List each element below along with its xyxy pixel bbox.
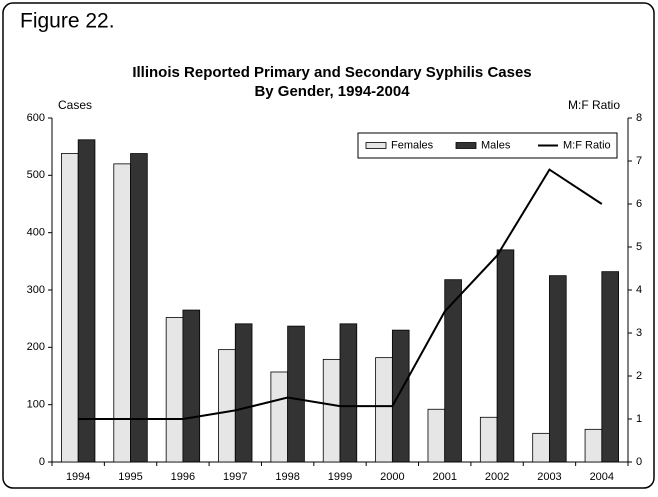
y2-tick-label: 5 xyxy=(636,241,642,253)
y-tick-label: 200 xyxy=(27,341,45,353)
y2-tick-label: 3 xyxy=(636,327,642,339)
bar xyxy=(444,279,462,463)
legend-swatch xyxy=(455,142,477,149)
x-tick-label: 2004 xyxy=(590,471,614,483)
legend-swatch xyxy=(365,142,387,149)
bar xyxy=(130,153,148,463)
x-tick-label: 2003 xyxy=(537,471,561,483)
bar xyxy=(479,416,498,463)
bar xyxy=(375,357,393,463)
x-tick-label: 1994 xyxy=(66,471,90,483)
y2-tick-label: 0 xyxy=(636,456,642,468)
bar xyxy=(61,153,79,463)
bar xyxy=(77,139,96,463)
bar xyxy=(584,428,603,463)
legend-label: M:F Ratio xyxy=(563,139,611,151)
x-tick-label: 2002 xyxy=(485,471,509,483)
x-tick-label: 2000 xyxy=(380,471,404,483)
y-tick-label: 300 xyxy=(27,284,45,296)
y2-tick-label: 6 xyxy=(636,198,642,210)
y-tick-label: 500 xyxy=(27,169,45,181)
y-tick-label: 0 xyxy=(39,456,45,468)
bar xyxy=(218,349,236,463)
bar xyxy=(601,271,619,463)
chart-title: Illinois Reported Primary and Secondary … xyxy=(132,64,531,81)
bar xyxy=(270,371,289,463)
legend-box xyxy=(357,132,618,159)
bar xyxy=(234,323,253,463)
y-axis-label: Cases xyxy=(58,98,92,112)
bar xyxy=(391,329,410,463)
ratio-line xyxy=(78,168,603,420)
legend-label: Females xyxy=(391,139,434,151)
y-tick-label: 400 xyxy=(27,227,45,239)
x-tick-label: 1999 xyxy=(328,471,352,483)
y2-tick-label: 2 xyxy=(636,370,642,382)
y2-axis-label: M:F Ratio xyxy=(568,98,620,112)
bar xyxy=(182,309,201,463)
y2-tick-label: 8 xyxy=(636,112,642,124)
x-tick-label: 1998 xyxy=(275,471,299,483)
x-tick-label: 1996 xyxy=(171,471,195,483)
y2-tick-label: 7 xyxy=(636,155,642,167)
bar xyxy=(532,432,550,463)
chart-subtitle: By Gender, 1994-2004 xyxy=(254,83,410,100)
bar xyxy=(427,408,446,463)
bar xyxy=(496,249,515,463)
bar xyxy=(549,275,567,463)
x-tick-label: 2001 xyxy=(432,471,456,483)
figure-label: Figure 22. xyxy=(20,10,115,33)
x-tick-label: 1995 xyxy=(118,471,142,483)
bar xyxy=(339,323,358,463)
bar xyxy=(322,358,341,463)
bar xyxy=(165,317,184,463)
x-tick-label: 1997 xyxy=(223,471,247,483)
frame xyxy=(2,2,655,489)
y-tick-label: 600 xyxy=(27,112,45,124)
bar xyxy=(287,325,305,463)
y2-tick-label: 1 xyxy=(636,413,642,425)
y2-tick-label: 4 xyxy=(636,284,642,296)
bar xyxy=(113,163,131,463)
y-tick-label: 100 xyxy=(27,399,45,411)
legend-label: Males xyxy=(481,139,511,151)
